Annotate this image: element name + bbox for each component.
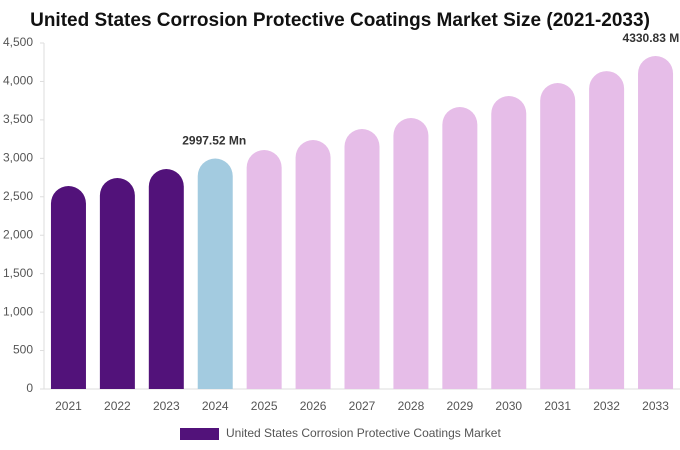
y-tick-label: 2,500 xyxy=(3,189,33,203)
y-tick-label: 2,000 xyxy=(3,227,33,241)
x-tick-label: 2032 xyxy=(593,399,620,413)
bar xyxy=(148,169,184,389)
x-tick-label: 2023 xyxy=(153,399,180,413)
x-tick-label: 2031 xyxy=(544,399,571,413)
bar xyxy=(442,107,478,389)
x-tick-label: 2024 xyxy=(202,399,229,413)
x-tick-label: 2027 xyxy=(349,399,376,413)
x-tick-label: 2029 xyxy=(446,399,473,413)
bar xyxy=(540,83,576,389)
bar xyxy=(393,118,429,389)
data-label: 2997.52 Mn xyxy=(182,134,246,148)
bar xyxy=(99,178,135,389)
bar xyxy=(344,129,380,389)
y-tick-label: 3,500 xyxy=(3,112,33,126)
y-tick-label: 1,000 xyxy=(3,304,33,318)
x-tick-label: 2022 xyxy=(104,399,131,413)
y-tick-label: 0 xyxy=(26,381,33,395)
bar xyxy=(638,56,674,390)
bar xyxy=(197,158,233,389)
bar xyxy=(50,186,86,389)
x-tick-label: 2026 xyxy=(300,399,327,413)
x-tick-label: 2033 xyxy=(642,399,669,413)
legend-label: United States Corrosion Protective Coati… xyxy=(226,426,501,440)
data-label: 4330.83 Mn xyxy=(623,31,680,45)
y-tick-label: 1,500 xyxy=(3,266,33,280)
x-tick-label: 2021 xyxy=(55,399,82,413)
legend-swatch xyxy=(180,428,219,440)
bar xyxy=(589,71,625,389)
y-tick-label: 500 xyxy=(13,343,33,357)
bar xyxy=(491,96,527,389)
bar xyxy=(246,150,282,389)
y-tick-label: 3,000 xyxy=(3,151,33,165)
x-tick-label: 2025 xyxy=(251,399,278,413)
y-tick-label: 4,500 xyxy=(3,35,33,49)
y-tick-label: 4,000 xyxy=(3,74,33,88)
x-tick-label: 2030 xyxy=(495,399,522,413)
chart-title: United States Corrosion Protective Coati… xyxy=(30,10,650,31)
x-tick-label: 2028 xyxy=(398,399,425,413)
bar xyxy=(295,140,331,389)
